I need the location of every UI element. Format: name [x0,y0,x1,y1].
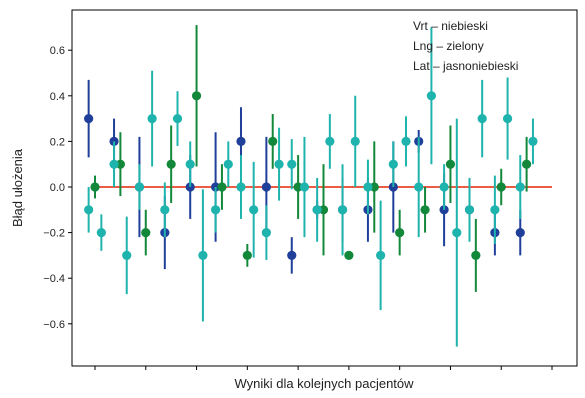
data-point-lng [344,250,354,260]
data-point-vrt [84,114,94,124]
data-point-lat [350,136,360,146]
data-point-lat [477,114,487,124]
data-point-lng [166,159,176,169]
data-point-lng [445,159,456,169]
data-point-vrt [515,228,525,238]
data-point-lat [439,182,449,192]
data-point-lng [115,159,125,169]
data-point-lat [198,250,208,260]
data-point-lat [452,228,462,238]
y-tick-label: 0.6 [50,45,65,57]
data-point-lat [312,205,322,215]
data-point-lat [122,250,132,260]
data-point-lat [426,91,437,101]
data-point-vrt [261,182,271,192]
data-point-lng [496,182,506,192]
data-point-lat [337,205,348,215]
data-point-lat [388,159,398,169]
data-point-lng [471,250,481,260]
data-point-lat [261,228,271,238]
y-tick-label: −0.6 [43,319,65,331]
y-tick-label: −0.2 [43,228,65,240]
data-point-lat [236,182,246,192]
data-point-lat [274,159,284,169]
data-point-lat [464,205,475,215]
data-point-lat [223,159,233,169]
data-point-lat [84,205,94,215]
y-tick-label: 0.0 [50,182,65,194]
data-point-lng [191,91,202,101]
data-point-lat [401,136,411,146]
data-point-lat [528,136,538,146]
data-point-lng [242,250,252,260]
plot-frame [71,9,578,367]
x-axis-label: Wyniki dla kolejnych pacjentów [234,376,414,391]
y-axis-label: Błąd ułożenia [10,148,25,227]
marks-layer [84,25,538,347]
legend-entry-vrt: Vrt – niebieski [413,19,488,33]
data-point-lat [502,114,513,124]
data-point-lat [325,136,335,146]
data-point-lat [185,159,195,169]
x-axis [94,366,553,370]
data-point-lat [490,205,500,215]
data-point-vrt [287,250,297,260]
data-point-lng [268,136,278,146]
data-point-lat [376,250,386,260]
data-point-lat [172,114,183,124]
data-point-lat [210,205,221,215]
data-point-lng [395,228,405,238]
data-point-lng [217,182,227,192]
data-point-lng [293,182,303,192]
data-point-lat [109,159,119,169]
data-point-lng [318,205,329,215]
data-point-lng [522,159,532,169]
data-point-lat [96,228,106,238]
data-point-lng [420,205,430,215]
data-point-vrt [236,136,246,146]
y-tick-label: 0.4 [50,91,65,103]
data-point-lat [287,159,297,169]
y-tick-label: 0.2 [50,136,65,148]
legend: Vrt – niebieski Lng – zielony Lat – jasn… [413,19,518,73]
data-point-lat [515,182,525,192]
data-point-lng [90,182,100,192]
data-point-lat [414,182,424,192]
data-point-lat [160,205,170,215]
data-point-lat [249,205,259,215]
legend-entry-lat: Lat – jasnoniebieski [413,59,518,73]
y-tick-label: −0.4 [43,273,65,285]
data-point-lng [369,182,379,192]
data-point-lat [134,182,145,192]
data-point-lat [299,182,310,192]
data-point-lng [141,228,151,238]
data-point-lat [363,182,373,192]
data-point-lat [147,114,157,124]
legend-entry-lng: Lng – zielony [413,39,484,53]
y-axis: 0.6 0.4 0.2 0.0 −0.2 −0.4 −0.6 [43,45,72,331]
